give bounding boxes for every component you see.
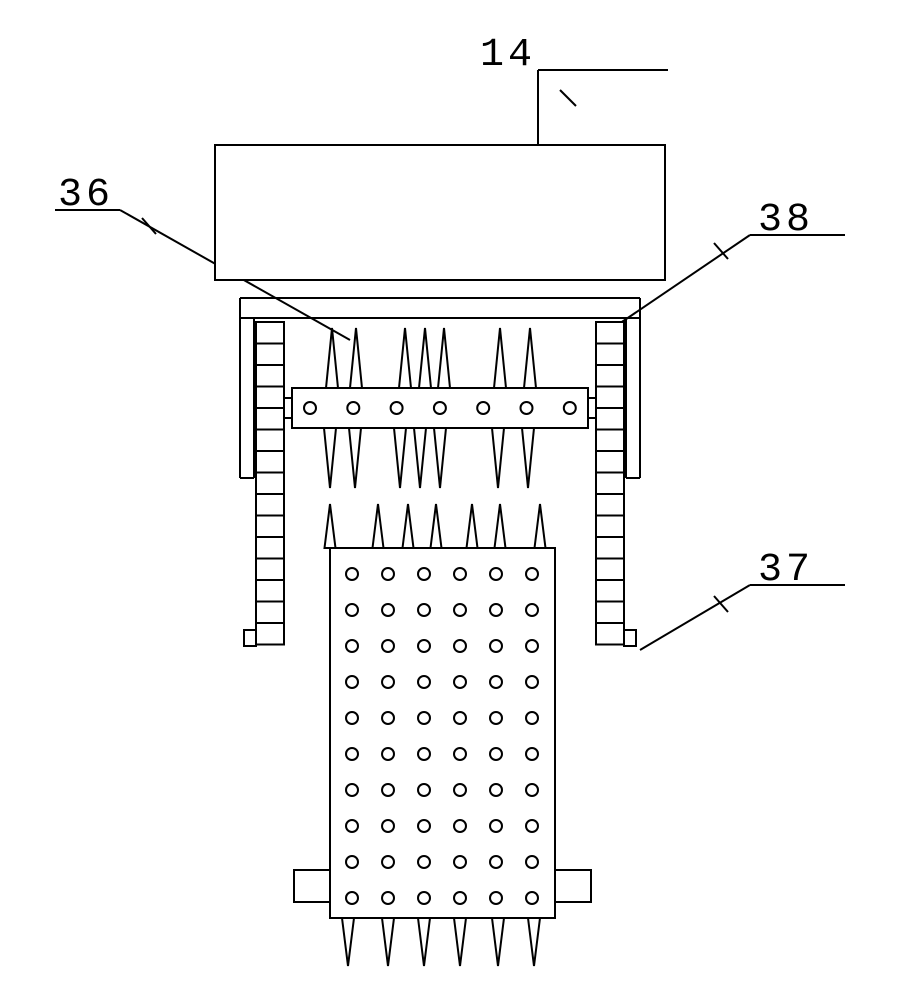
svg-text:36: 36 <box>58 173 114 218</box>
svg-text:14: 14 <box>480 33 536 78</box>
svg-text:37: 37 <box>758 548 814 593</box>
upper-roller <box>292 388 588 428</box>
svg-text:38: 38 <box>758 198 814 243</box>
lower-block <box>330 548 555 918</box>
top-housing <box>215 145 665 280</box>
